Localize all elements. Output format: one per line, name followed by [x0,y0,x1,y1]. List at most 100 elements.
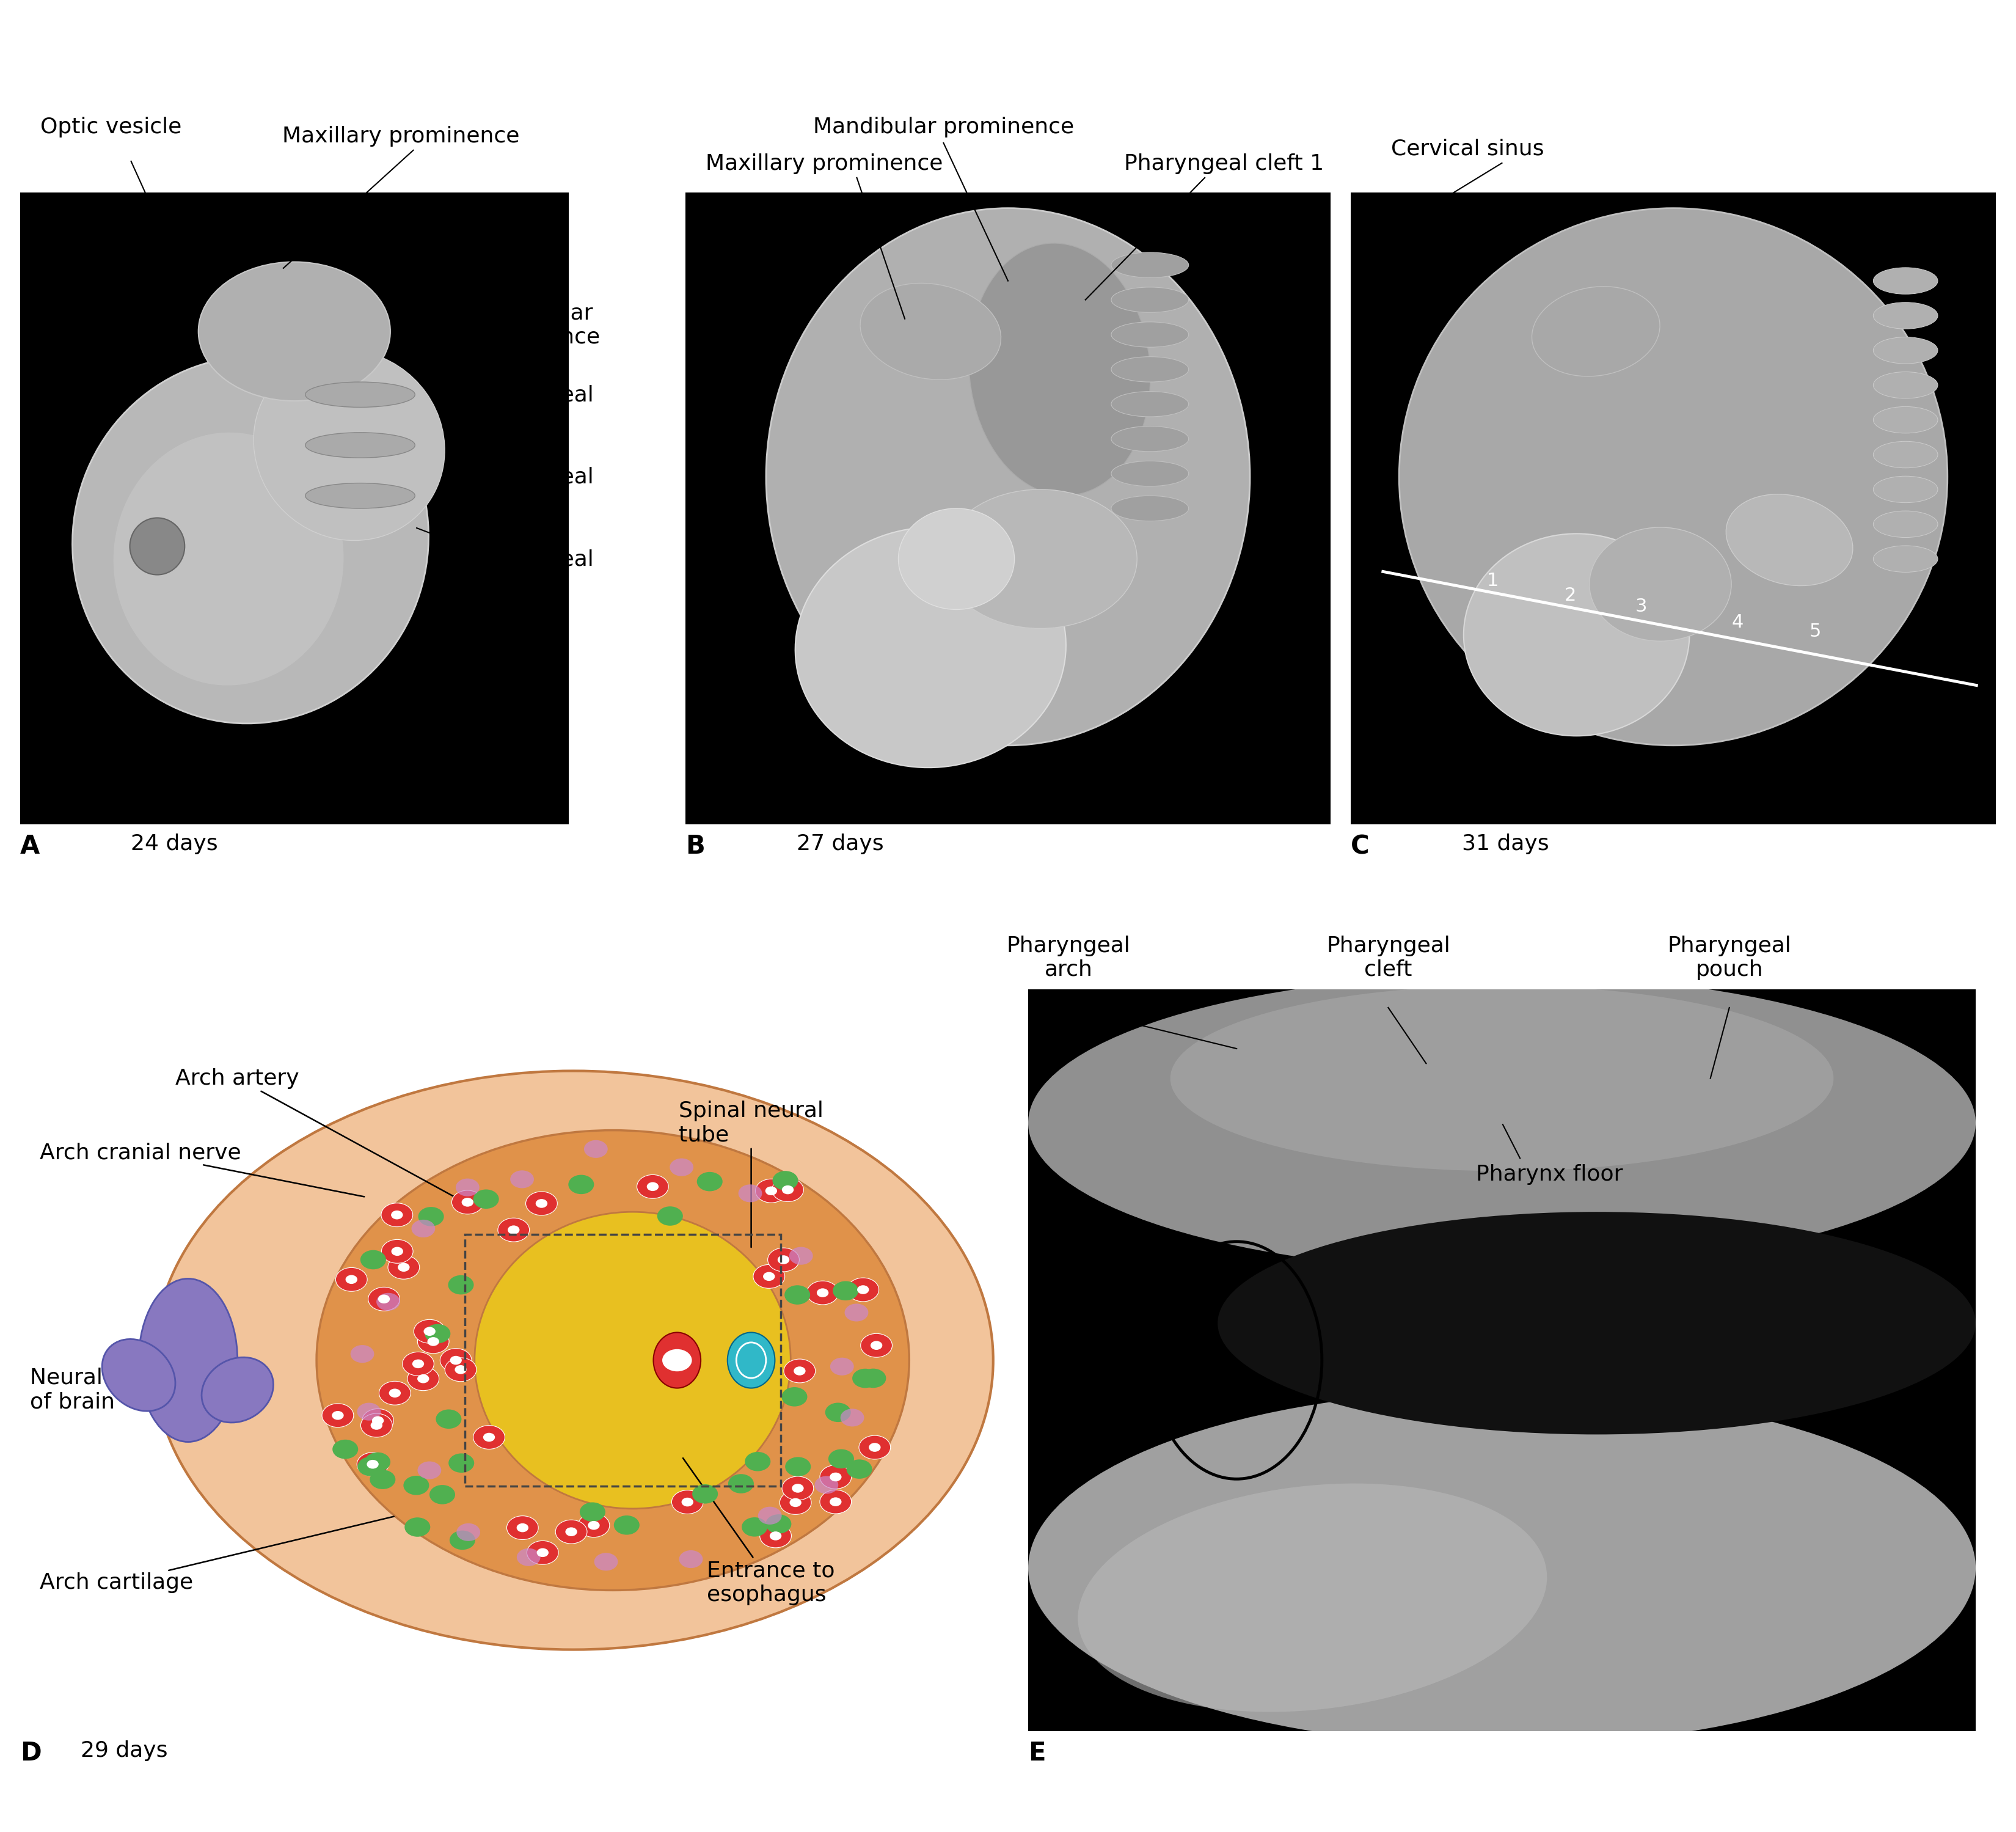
Circle shape [474,1189,498,1209]
Circle shape [833,1281,859,1301]
Text: E: E [1028,1740,1046,1766]
Circle shape [766,1515,792,1533]
Text: Pharyngeal
arch 2: Pharyngeal arch 2 [417,467,593,511]
Circle shape [556,1521,587,1544]
Circle shape [429,1486,456,1504]
Circle shape [363,1409,393,1433]
Ellipse shape [728,1332,774,1389]
Circle shape [391,1248,403,1255]
Ellipse shape [304,484,415,509]
Text: Optic vesicle: Optic vesicle [40,117,181,137]
Circle shape [456,1178,480,1196]
Circle shape [357,1453,389,1477]
Circle shape [403,1477,429,1495]
Ellipse shape [1873,476,1937,502]
Circle shape [526,1191,556,1215]
Circle shape [691,1484,718,1504]
Circle shape [397,1262,409,1271]
Circle shape [772,1171,798,1191]
Ellipse shape [1111,392,1189,416]
Circle shape [450,1356,462,1365]
Ellipse shape [1726,495,1853,586]
Text: A: A [20,834,40,859]
Circle shape [351,1345,375,1363]
Circle shape [333,1411,345,1420]
Circle shape [671,1489,704,1513]
Circle shape [389,1389,401,1398]
Circle shape [831,1497,841,1506]
Circle shape [792,1484,804,1493]
Ellipse shape [1111,427,1189,451]
Circle shape [405,1517,429,1537]
Circle shape [679,1550,704,1568]
Text: C: C [1351,834,1369,859]
Circle shape [379,1381,411,1405]
Ellipse shape [129,518,185,575]
Circle shape [373,1416,383,1425]
Circle shape [831,1358,855,1376]
Ellipse shape [317,1130,909,1590]
Circle shape [403,1352,433,1376]
Circle shape [758,1506,782,1524]
Ellipse shape [1111,253,1189,278]
Ellipse shape [73,357,429,724]
Circle shape [387,1255,419,1279]
Circle shape [516,1548,540,1566]
Circle shape [452,1191,484,1215]
Circle shape [784,1286,810,1304]
Ellipse shape [1532,286,1659,376]
Ellipse shape [899,509,1014,610]
Ellipse shape [1873,337,1937,363]
Circle shape [439,1348,472,1372]
Ellipse shape [254,350,446,540]
Circle shape [411,1220,435,1237]
Circle shape [847,1460,873,1478]
Circle shape [474,1425,504,1449]
Circle shape [417,1374,429,1383]
Text: Entrance to
esophagus: Entrance to esophagus [683,1458,835,1605]
Circle shape [498,1218,530,1242]
Text: Neural canal
of brain: Neural canal of brain [30,1361,177,1412]
Ellipse shape [1399,209,1947,746]
Circle shape [853,1369,877,1389]
Circle shape [778,1255,790,1264]
Circle shape [681,1497,694,1506]
Ellipse shape [1589,528,1732,641]
Circle shape [367,1460,379,1469]
Circle shape [756,1180,786,1204]
Circle shape [637,1174,669,1198]
Ellipse shape [1079,1484,1546,1711]
Ellipse shape [1111,496,1189,520]
Ellipse shape [153,1072,994,1649]
Circle shape [569,1174,595,1194]
Circle shape [782,1185,794,1194]
Text: Arch cartilage: Arch cartilage [40,1517,393,1594]
Circle shape [613,1515,639,1535]
Circle shape [581,1502,605,1522]
Circle shape [742,1517,768,1537]
Ellipse shape [113,432,343,685]
Circle shape [780,1491,810,1515]
Circle shape [825,1403,851,1422]
Circle shape [831,1473,841,1482]
Circle shape [595,1554,617,1570]
Text: Pharyngeal
cleft: Pharyngeal cleft [1327,936,1450,980]
Circle shape [829,1449,855,1469]
Ellipse shape [1873,372,1937,398]
Text: D: D [20,1740,40,1766]
Circle shape [484,1433,496,1442]
Circle shape [361,1249,385,1270]
Circle shape [448,1275,474,1295]
Circle shape [859,1436,891,1460]
Ellipse shape [1111,288,1189,313]
Circle shape [446,1358,476,1381]
Circle shape [788,1248,812,1264]
Circle shape [857,1286,869,1293]
Circle shape [333,1440,359,1458]
Circle shape [510,1171,534,1189]
Circle shape [369,1469,395,1489]
Text: Pharyngeal
arch: Pharyngeal arch [1006,936,1131,980]
Circle shape [357,1456,383,1477]
Circle shape [861,1334,893,1358]
Circle shape [516,1522,528,1532]
